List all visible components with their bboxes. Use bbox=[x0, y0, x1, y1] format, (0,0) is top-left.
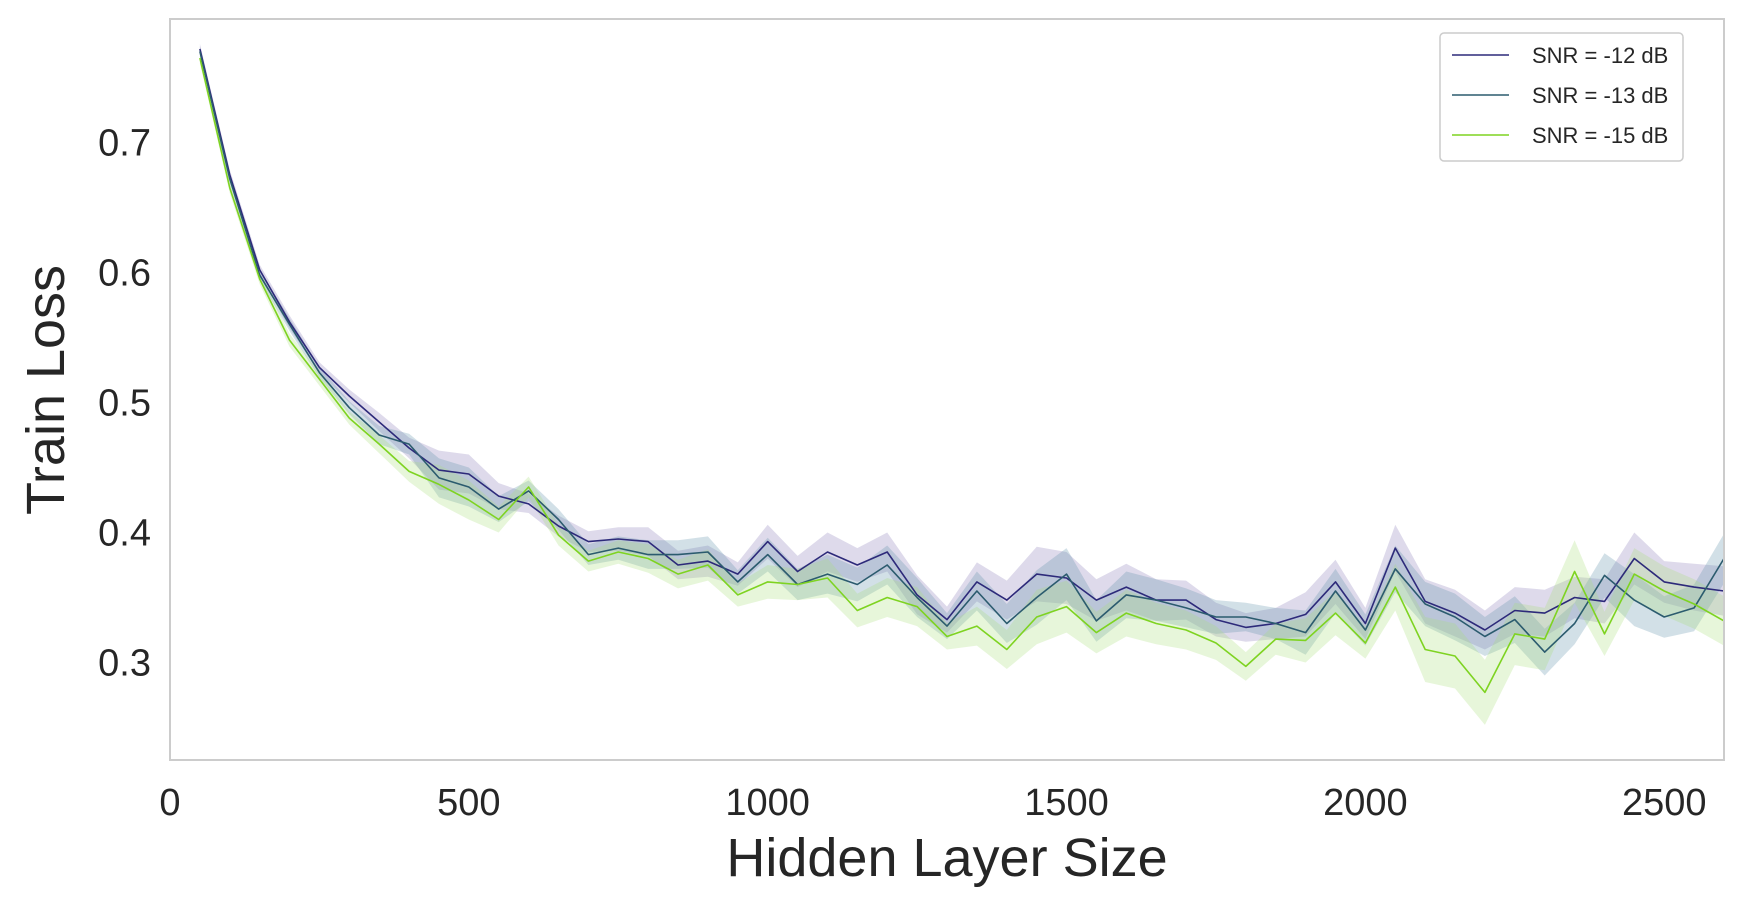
legend-label-2: SNR = -13 dB bbox=[1532, 83, 1668, 108]
y-tick-label: 0.5 bbox=[98, 383, 151, 425]
line-series-1 bbox=[199, 48, 1725, 631]
legend-label-1: SNR = -12 dB bbox=[1532, 43, 1668, 68]
legend-label-3: SNR = -15 dB bbox=[1532, 123, 1668, 148]
x-tick-label: 2500 bbox=[1622, 782, 1707, 824]
x-tick-label: 0 bbox=[159, 782, 180, 824]
x-tick-label: 1500 bbox=[1024, 782, 1109, 824]
y-tick-label: 0.4 bbox=[98, 513, 151, 555]
band-series-1 bbox=[199, 43, 1724, 650]
x-tick-label: 1000 bbox=[725, 782, 810, 824]
y-axis-title: Train Loss bbox=[16, 265, 76, 515]
band-series-2 bbox=[199, 46, 1724, 676]
x-tick-label: 2000 bbox=[1323, 782, 1408, 824]
confidence-bands bbox=[199, 43, 1724, 725]
plot-frame bbox=[169, 18, 1725, 761]
series-lines bbox=[199, 48, 1725, 694]
line-series-2 bbox=[199, 51, 1725, 653]
legend-box bbox=[1439, 32, 1684, 162]
y-tick-label: 0.7 bbox=[98, 123, 151, 165]
x-tick-label: 500 bbox=[437, 782, 500, 824]
line-series-3 bbox=[199, 57, 1725, 694]
y-tick-label: 0.6 bbox=[98, 253, 151, 295]
band-series-3 bbox=[199, 52, 1724, 725]
y-tick-labels: 0.3 0.4 0.5 0.6 0.7 bbox=[98, 123, 151, 685]
x-axis-title: Hidden Layer Size bbox=[726, 828, 1167, 888]
y-tick-label: 0.3 bbox=[98, 643, 151, 685]
x-tick-labels: 0 500 1000 1500 2000 2500 bbox=[159, 782, 1706, 824]
legend: SNR = -12 dB SNR = -13 dB SNR = -15 dB bbox=[1439, 32, 1684, 162]
